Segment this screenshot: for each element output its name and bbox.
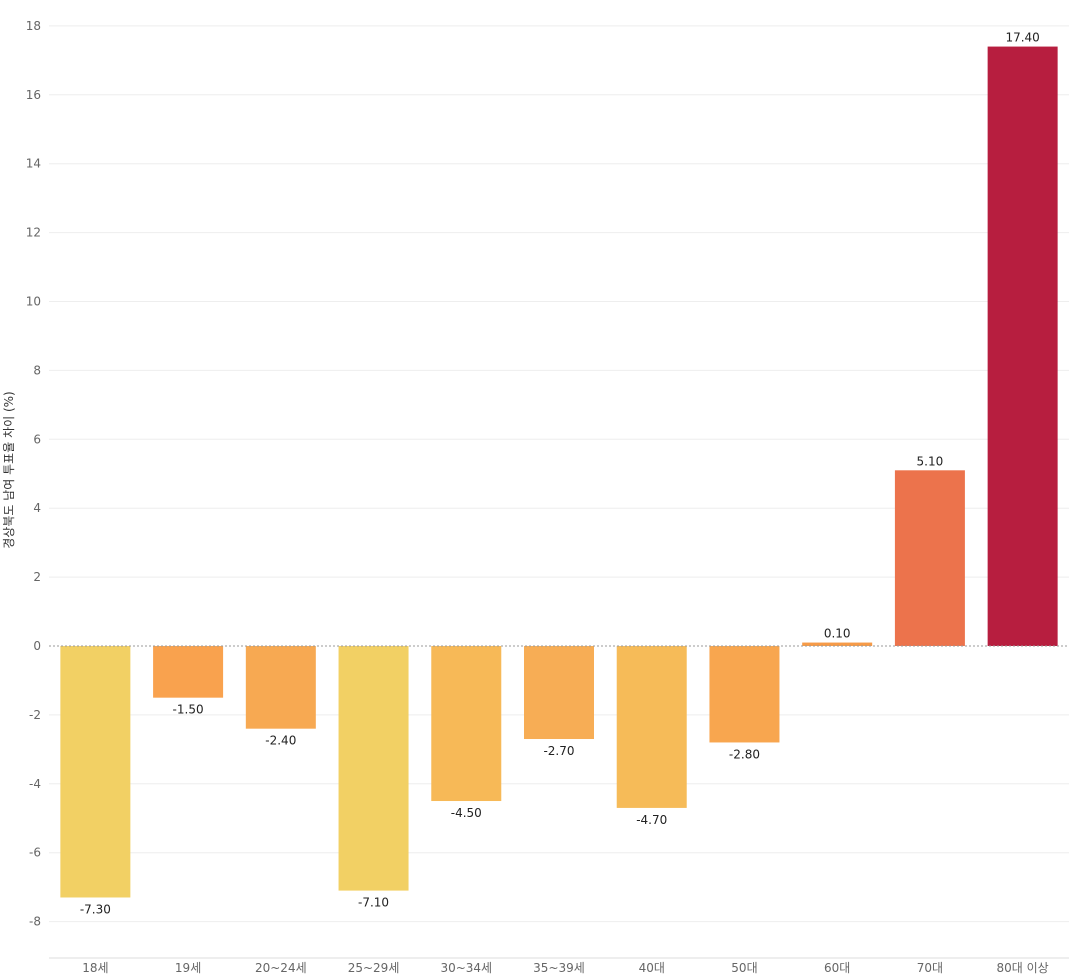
bar-7 bbox=[616, 646, 687, 808]
x-tick-label: 20~24세 bbox=[255, 961, 307, 975]
x-tick-label: 80대 이상 bbox=[997, 961, 1049, 975]
data-label: -1.50 bbox=[173, 703, 204, 717]
data-label: -4.50 bbox=[451, 806, 482, 820]
x-tick-label: 50대 bbox=[731, 961, 757, 975]
y-tick-label: 6 bbox=[33, 432, 41, 446]
x-tick-label: 40대 bbox=[639, 961, 665, 975]
bar-11 bbox=[987, 46, 1058, 646]
bar-6 bbox=[524, 646, 594, 740]
data-label: -7.30 bbox=[80, 902, 111, 916]
data-label: -7.10 bbox=[358, 896, 389, 910]
x-tick-label: 18세 bbox=[82, 961, 108, 975]
data-label: -4.70 bbox=[636, 813, 667, 827]
bar-3 bbox=[245, 646, 316, 729]
x-tick-label: 25~29세 bbox=[348, 961, 400, 975]
x-tick-label: 70대 bbox=[917, 961, 943, 975]
x-tick-label: 35~39세 bbox=[533, 961, 585, 975]
data-label: -2.40 bbox=[265, 734, 296, 748]
x-tick-label: 19세 bbox=[175, 961, 201, 975]
data-label: -2.70 bbox=[543, 744, 574, 758]
y-tick-label: 14 bbox=[26, 157, 41, 171]
data-label: 0.10 bbox=[824, 627, 851, 641]
bar-1 bbox=[60, 646, 131, 898]
bar-8 bbox=[709, 646, 780, 743]
y-tick-label: 0 bbox=[33, 639, 41, 653]
y-tick-label: 8 bbox=[33, 363, 41, 377]
x-tick-label: 30~34세 bbox=[440, 961, 492, 975]
data-label: 5.10 bbox=[917, 454, 944, 468]
bar-5 bbox=[431, 646, 502, 802]
gridlines bbox=[49, 25, 1069, 959]
data-label: -2.80 bbox=[729, 747, 760, 761]
bar-2 bbox=[153, 646, 224, 698]
bars bbox=[60, 46, 1058, 898]
data-labels: -7.30 -1.50 -2.40 -7.10 -4.50 -2.70 -4.70 -2.80… bbox=[80, 31, 1040, 917]
y-tick-label: -4 bbox=[29, 777, 41, 791]
y-tick-label: -8 bbox=[29, 915, 41, 929]
y-tick-label: 16 bbox=[26, 88, 41, 102]
bar-9 bbox=[802, 642, 873, 646]
y-axis-ticks: 18 16 14 12 10 8 6 4 2 0 -2 -4 -6 -8 bbox=[26, 19, 41, 929]
y-tick-label: -2 bbox=[29, 708, 41, 722]
y-tick-label: 12 bbox=[26, 226, 41, 240]
y-tick-label: 10 bbox=[26, 295, 41, 309]
bar-4 bbox=[338, 646, 409, 891]
data-label: 17.40 bbox=[1005, 31, 1039, 45]
y-tick-label: 4 bbox=[33, 501, 41, 515]
bar-10 bbox=[894, 470, 965, 646]
y-tick-label: -6 bbox=[29, 846, 41, 860]
x-tick-label: 60대 bbox=[824, 961, 850, 975]
y-axis-title: 경상북도 남여 투표율 차이 (%) bbox=[2, 391, 16, 548]
x-axis-ticks: 18세 19세 20~24세 25~29세 30~34세 35~39세 40대 50대 60대 7… bbox=[82, 961, 1049, 975]
y-tick-label: 18 bbox=[26, 19, 41, 33]
y-tick-label: 2 bbox=[33, 570, 41, 584]
